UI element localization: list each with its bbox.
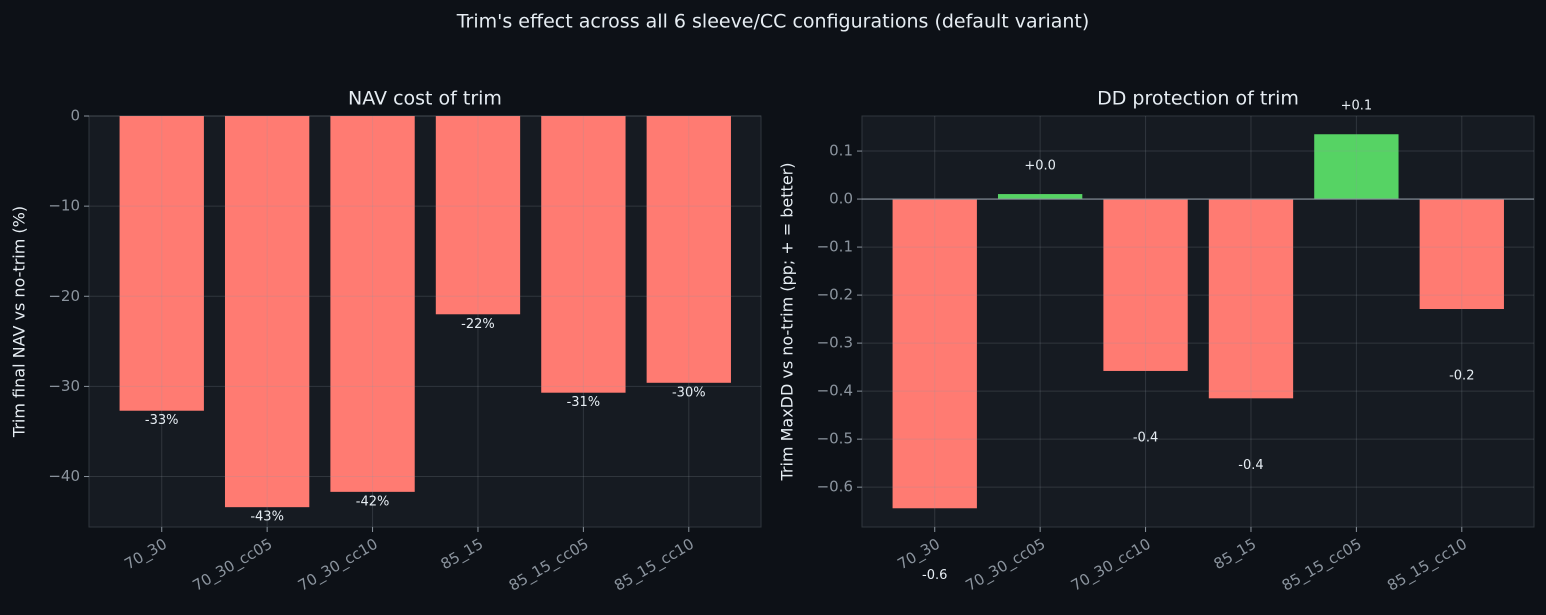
- subplot-title: DD protection of trim: [1097, 88, 1299, 110]
- value-label: -0.4: [1238, 458, 1263, 473]
- value-label: -31%: [567, 395, 601, 410]
- y-tick-label: −0.6: [817, 478, 853, 496]
- y-tick-label: −40: [48, 467, 80, 485]
- y-tick-label: −0.1: [817, 238, 853, 256]
- bar: [892, 199, 977, 509]
- x-tick-label: 70_30_cc10: [295, 535, 381, 596]
- y-tick-label: 0.0: [829, 190, 853, 208]
- bar: [1208, 199, 1294, 399]
- bar: [435, 116, 521, 315]
- subplot-title: NAV cost of trim: [348, 88, 502, 110]
- y-tick-label: −0.4: [817, 382, 853, 400]
- y-tick-label: 0.1: [829, 142, 853, 160]
- y-axis-label: Trim MaxDD vs no-trim (pp; + = better): [778, 162, 797, 481]
- y-tick-label: −30: [48, 377, 80, 395]
- value-label: +0.0: [1024, 159, 1056, 174]
- x-tick-label: 70_30_cc05: [190, 535, 276, 596]
- value-label: -30%: [672, 385, 706, 400]
- x-tick-label: 85_15_cc10: [611, 535, 697, 596]
- x-tick-label: 85_15: [438, 535, 487, 574]
- bar: [330, 116, 415, 492]
- bar: [997, 194, 1083, 200]
- bar: [1419, 199, 1504, 310]
- bar: [1314, 134, 1399, 200]
- value-label: -0.6: [922, 568, 947, 583]
- y-tick-label: −0.5: [817, 430, 853, 448]
- x-tick-label: 85_15_cc10: [1384, 535, 1470, 596]
- y-axis-label: Trim final NAV vs no-trim (%): [10, 206, 29, 438]
- value-label: +0.1: [1341, 99, 1373, 114]
- value-label: -0.2: [1449, 369, 1474, 384]
- x-tick-label: 85_15_cc05: [506, 535, 592, 596]
- bar: [541, 116, 626, 393]
- value-label: -33%: [145, 413, 179, 428]
- figure-title: Trim's effect across all 6 sleeve/CC con…: [456, 11, 1090, 33]
- bar: [224, 116, 310, 508]
- x-tick-label: 85_15: [1211, 535, 1260, 574]
- y-tick-label: −20: [48, 287, 80, 305]
- y-tick-label: 0: [70, 107, 80, 125]
- bar: [1103, 199, 1188, 371]
- value-label: -43%: [250, 510, 284, 525]
- bar: [646, 116, 731, 383]
- y-tick-label: −0.2: [817, 286, 853, 304]
- x-tick-label: 70_30: [121, 535, 170, 574]
- y-tick-label: −0.3: [817, 334, 853, 352]
- value-label: -42%: [356, 494, 390, 509]
- x-tick-label: 70_30_cc05: [963, 535, 1049, 596]
- value-label: -22%: [461, 317, 495, 332]
- value-label: -0.4: [1133, 430, 1158, 445]
- x-tick-label: 70_30_cc10: [1068, 535, 1154, 596]
- x-tick-label: 85_15_cc05: [1279, 535, 1365, 596]
- y-tick-label: −10: [48, 197, 80, 215]
- bar: [119, 116, 204, 411]
